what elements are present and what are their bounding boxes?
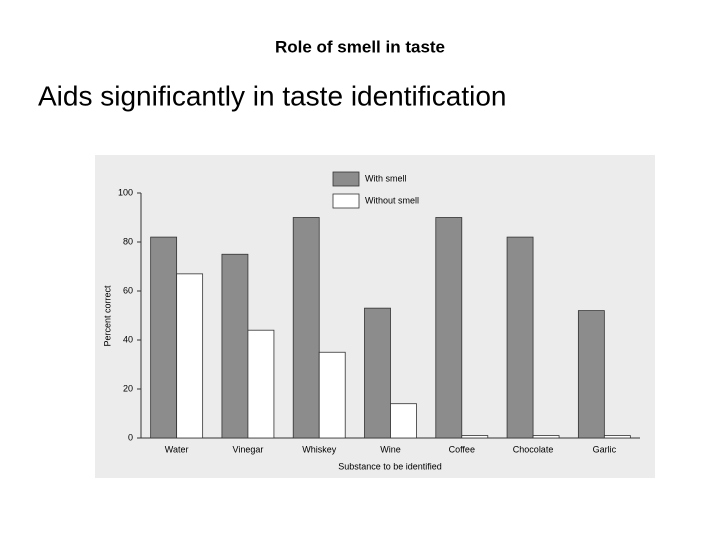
bar bbox=[221, 253, 249, 439]
bar bbox=[247, 329, 275, 439]
bar bbox=[603, 435, 631, 439]
bar bbox=[292, 217, 320, 439]
bar bbox=[461, 435, 489, 439]
slide-title: Role of smell in taste bbox=[275, 37, 445, 56]
y-tick-label: 60 bbox=[123, 285, 133, 295]
bar bbox=[318, 351, 346, 439]
y-axis-label: Percent correct bbox=[102, 285, 112, 347]
bar bbox=[150, 236, 178, 439]
y-tick-label: 40 bbox=[123, 334, 133, 344]
bar bbox=[506, 236, 534, 439]
x-tick-label: Wine bbox=[380, 444, 401, 454]
legend-swatch bbox=[332, 193, 360, 209]
bar bbox=[390, 403, 417, 439]
y-tick-label: 0 bbox=[128, 432, 133, 442]
y-tick-label: 80 bbox=[123, 236, 133, 246]
legend-swatch bbox=[332, 171, 360, 187]
legend-label: Without smell bbox=[365, 195, 419, 205]
bar bbox=[364, 307, 391, 439]
slide-subtitle: Aids significantly in taste identificati… bbox=[38, 80, 506, 111]
legend-label: With smell bbox=[365, 173, 407, 183]
x-axis-label: Substance to be identified bbox=[338, 461, 442, 471]
x-tick-label: Coffee bbox=[449, 444, 475, 454]
x-tick-label: Whiskey bbox=[302, 444, 337, 454]
bar bbox=[532, 435, 560, 439]
x-tick-label: Garlic bbox=[593, 444, 617, 454]
x-tick-label: Vinegar bbox=[232, 444, 263, 454]
y-tick-label: 20 bbox=[123, 383, 133, 393]
x-tick-label: Water bbox=[165, 444, 189, 454]
bar bbox=[176, 273, 204, 439]
x-tick-label: Chocolate bbox=[513, 444, 554, 454]
bar bbox=[435, 217, 463, 439]
y-tick-label: 100 bbox=[118, 187, 133, 197]
bar bbox=[577, 310, 605, 439]
